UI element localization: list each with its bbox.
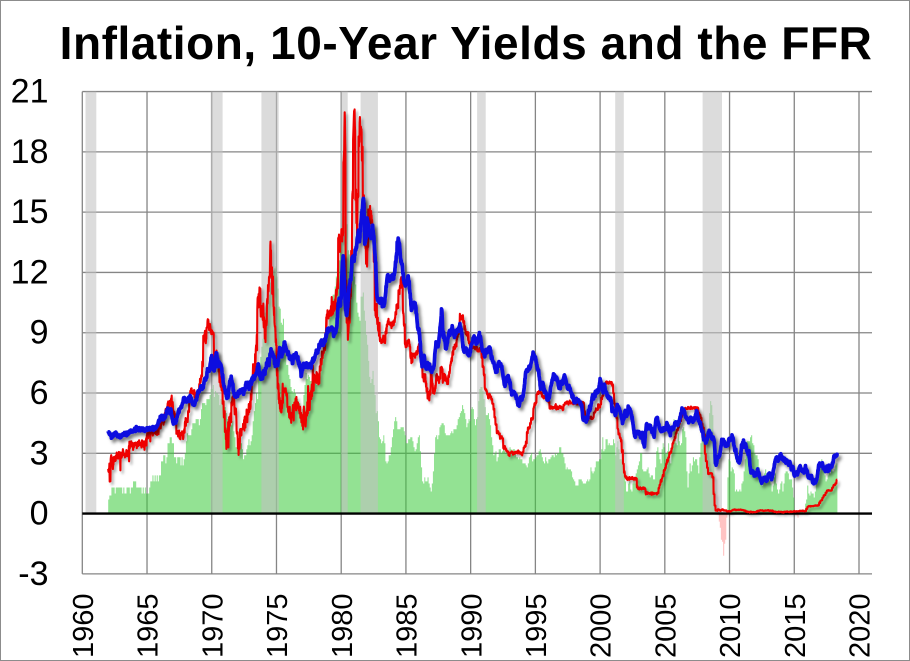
svg-text:6: 6 xyxy=(30,374,49,412)
svg-text:2020: 2020 xyxy=(845,593,877,658)
svg-text:1965: 1965 xyxy=(133,593,165,658)
svg-text:Inflation, 10-Year Yields and: Inflation, 10-Year Yields and the FFR xyxy=(60,17,873,69)
svg-text:9: 9 xyxy=(30,314,49,352)
svg-text:12: 12 xyxy=(11,253,49,291)
svg-text:2005: 2005 xyxy=(650,593,682,658)
svg-text:3: 3 xyxy=(30,434,49,472)
svg-text:-3: -3 xyxy=(18,555,48,593)
svg-text:15: 15 xyxy=(11,193,49,231)
svg-text:1995: 1995 xyxy=(521,593,553,658)
svg-text:1990: 1990 xyxy=(456,593,488,658)
svg-text:1960: 1960 xyxy=(68,593,100,658)
svg-text:2000: 2000 xyxy=(586,593,618,658)
svg-text:1975: 1975 xyxy=(262,593,294,658)
svg-text:2010: 2010 xyxy=(715,593,747,658)
svg-text:21: 21 xyxy=(11,73,49,111)
svg-text:2015: 2015 xyxy=(780,593,812,658)
svg-text:0: 0 xyxy=(30,495,49,533)
svg-text:1985: 1985 xyxy=(392,593,424,658)
svg-text:1970: 1970 xyxy=(197,593,229,658)
svg-text:1980: 1980 xyxy=(327,593,359,658)
svg-text:18: 18 xyxy=(11,133,49,171)
